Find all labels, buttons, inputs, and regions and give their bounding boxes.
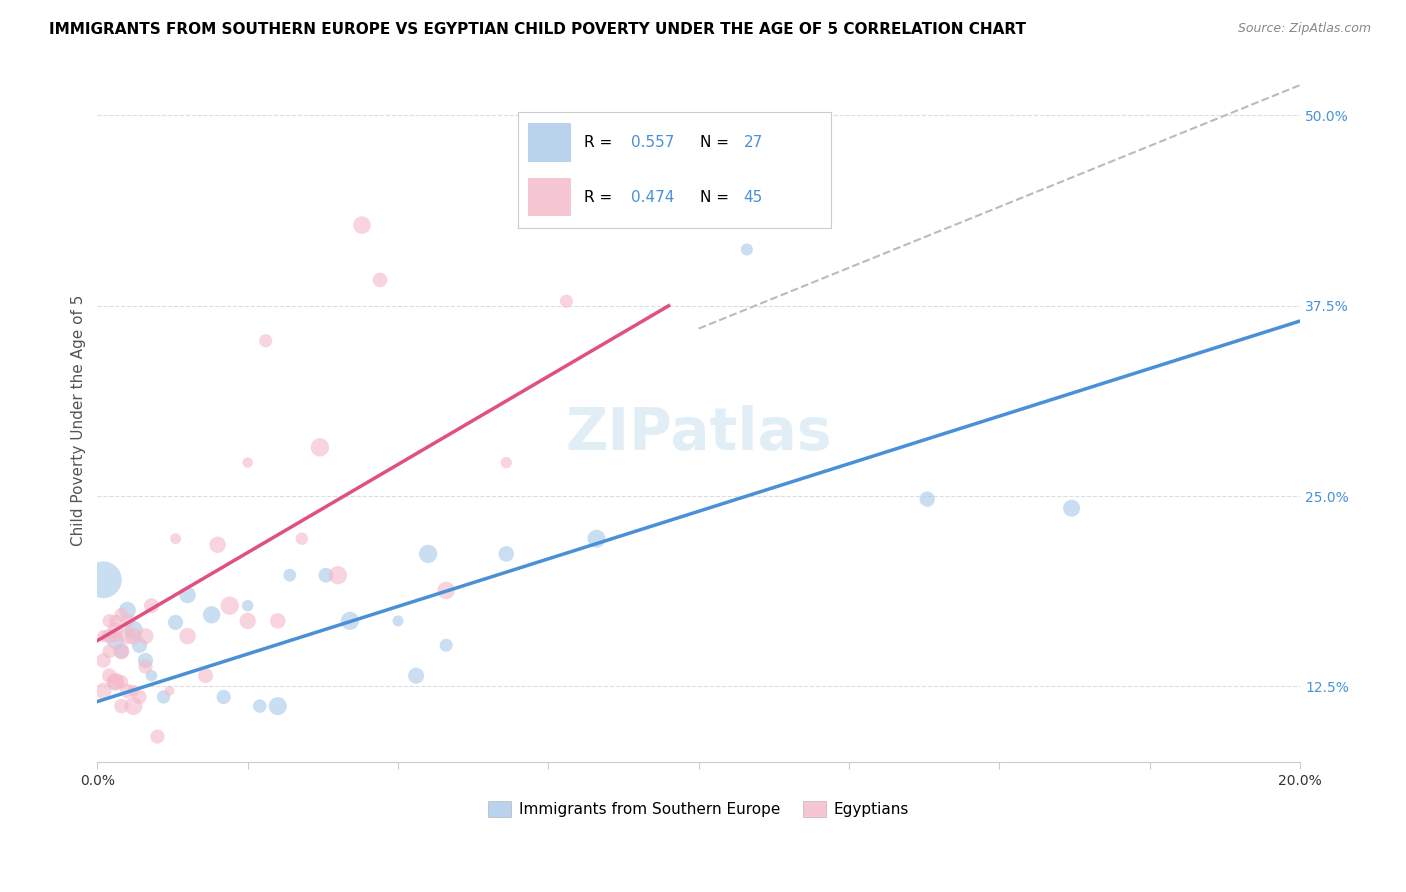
- Point: [128, 638, 150, 652]
- Point: [110, 674, 132, 689]
- Point: [117, 684, 139, 698]
- Point: [98, 629, 121, 643]
- Point: [146, 730, 169, 744]
- Point: [122, 699, 145, 714]
- Point: [98, 614, 121, 628]
- Point: [350, 218, 373, 232]
- Point: [104, 674, 127, 689]
- Point: [134, 629, 156, 643]
- Text: ZIPatlas: ZIPatlas: [565, 405, 832, 462]
- Point: [93, 629, 115, 643]
- Point: [117, 614, 139, 628]
- Point: [159, 684, 181, 698]
- Point: [236, 599, 259, 613]
- Point: [122, 684, 145, 698]
- Point: [308, 440, 330, 454]
- Point: [93, 573, 115, 587]
- Point: [134, 659, 156, 673]
- Point: [236, 614, 259, 628]
- Point: [141, 599, 163, 613]
- Point: [104, 674, 127, 689]
- Point: [128, 690, 150, 704]
- Point: [141, 668, 163, 682]
- Point: [278, 568, 301, 582]
- Point: [201, 607, 224, 622]
- Point: [434, 638, 457, 652]
- Point: [110, 699, 132, 714]
- Point: [93, 684, 115, 698]
- Point: [315, 568, 337, 582]
- Point: [735, 243, 758, 257]
- Point: [165, 532, 187, 546]
- Point: [207, 538, 229, 552]
- Point: [165, 615, 187, 630]
- Text: IMMIGRANTS FROM SOUTHERN EUROPE VS EGYPTIAN CHILD POVERTY UNDER THE AGE OF 5 COR: IMMIGRANTS FROM SOUTHERN EUROPE VS EGYPT…: [49, 22, 1026, 37]
- Point: [110, 644, 132, 658]
- Point: [326, 568, 349, 582]
- Point: [122, 623, 145, 637]
- Legend: Immigrants from Southern Europe, Egyptians: Immigrants from Southern Europe, Egyptia…: [482, 795, 915, 823]
- Point: [176, 588, 198, 602]
- Point: [212, 690, 235, 704]
- Point: [104, 614, 127, 628]
- Point: [495, 456, 517, 470]
- Point: [117, 629, 139, 643]
- Point: [405, 668, 427, 682]
- Point: [1060, 501, 1083, 516]
- Point: [152, 690, 174, 704]
- Point: [176, 629, 198, 643]
- Point: [104, 623, 127, 637]
- Point: [585, 532, 607, 546]
- Point: [110, 607, 132, 622]
- Point: [117, 603, 139, 617]
- Point: [110, 644, 132, 658]
- Point: [98, 644, 121, 658]
- Y-axis label: Child Poverty Under the Age of 5: Child Poverty Under the Age of 5: [72, 294, 86, 546]
- Text: Source: ZipAtlas.com: Source: ZipAtlas.com: [1237, 22, 1371, 36]
- Point: [236, 456, 259, 470]
- Point: [122, 629, 145, 643]
- Point: [915, 492, 938, 507]
- Point: [104, 629, 127, 643]
- Point: [267, 614, 290, 628]
- Point: [249, 699, 271, 714]
- Point: [98, 668, 121, 682]
- Point: [254, 334, 277, 348]
- Point: [416, 547, 439, 561]
- Point: [291, 532, 314, 546]
- Point: [134, 653, 156, 667]
- Point: [555, 294, 578, 309]
- Point: [93, 653, 115, 667]
- Point: [104, 633, 127, 648]
- Point: [267, 699, 290, 714]
- Point: [339, 614, 361, 628]
- Point: [495, 547, 517, 561]
- Point: [218, 599, 240, 613]
- Point: [387, 614, 409, 628]
- Point: [194, 668, 217, 682]
- Point: [368, 273, 391, 287]
- Point: [434, 583, 457, 598]
